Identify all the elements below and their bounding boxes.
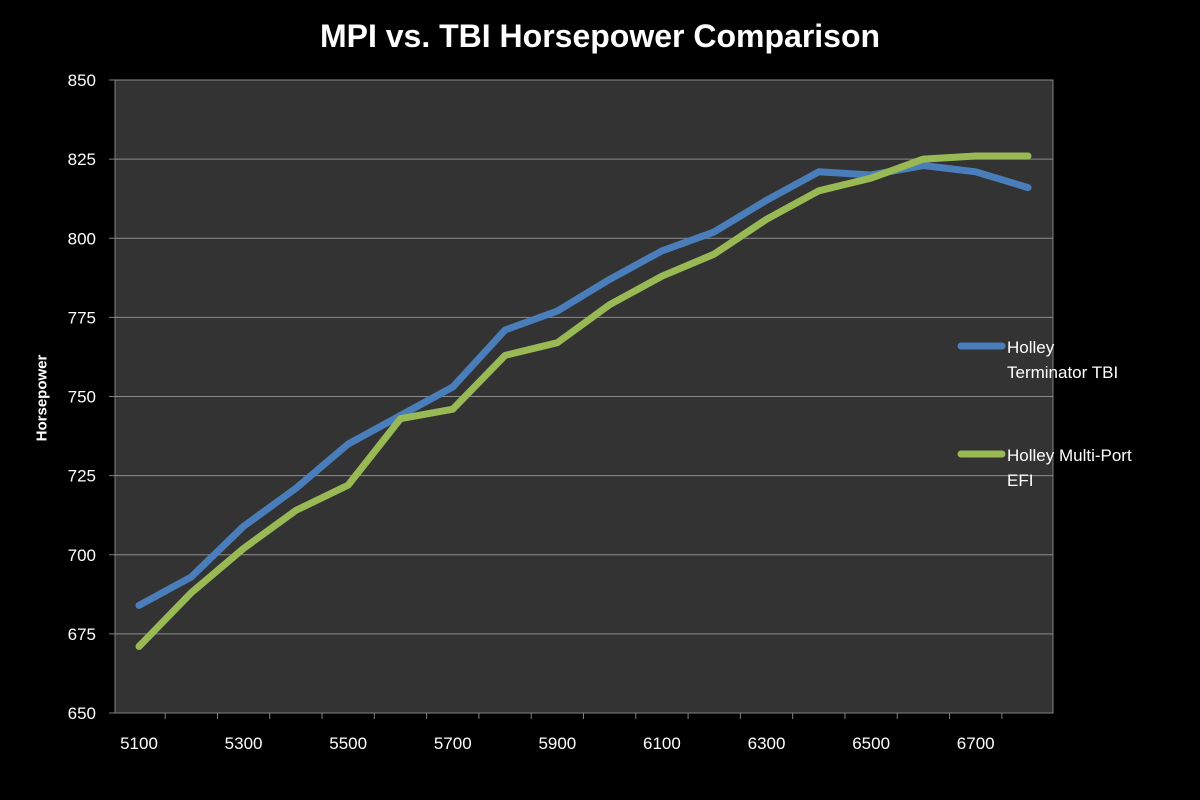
chart-title: MPI vs. TBI Horsepower Comparison	[319, 18, 881, 54]
y-tick-label: 650	[68, 704, 96, 723]
y-tick-label: 825	[68, 150, 96, 169]
x-tick-label: 6500	[852, 734, 890, 753]
x-tick-label: 6700	[957, 734, 995, 753]
legend-label: EFI	[1007, 471, 1033, 490]
x-tick-label: 5900	[538, 734, 576, 753]
y-tick-label: 700	[68, 546, 96, 565]
y-tick-label: 850	[68, 71, 96, 90]
x-tick-label: 5500	[329, 734, 367, 753]
y-tick-label: 750	[68, 388, 96, 407]
series-line-2	[135, 152, 1032, 650]
legend-label: Terminator TBI	[1007, 363, 1118, 382]
y-tick-label: 725	[68, 467, 96, 486]
legend-label: Holley Multi-Port	[1007, 446, 1132, 465]
x-tick-label: 6100	[643, 734, 681, 753]
x-tick-label: 5100	[120, 734, 158, 753]
x-tick-label: 5300	[225, 734, 263, 753]
x-tick-label: 6300	[748, 734, 786, 753]
y-tick-label: 675	[68, 625, 96, 644]
y-tick-label: 775	[68, 308, 96, 327]
legend-label: Holley	[1007, 338, 1055, 357]
x-tick-label: 5700	[434, 734, 472, 753]
y-tick-label: 800	[68, 229, 96, 248]
